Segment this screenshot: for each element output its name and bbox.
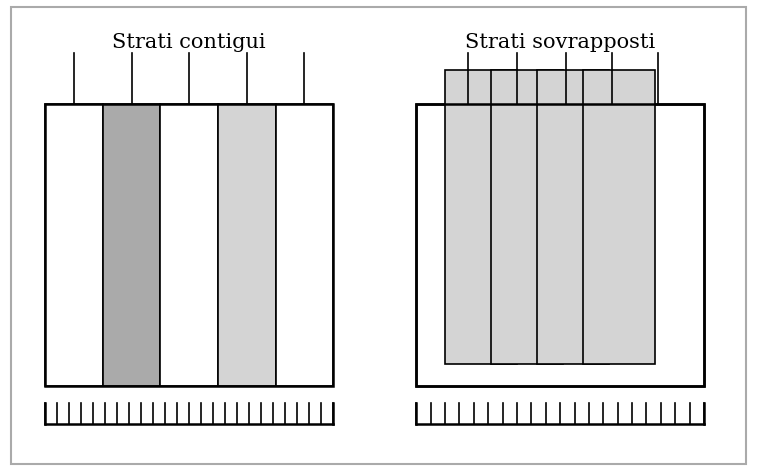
Bar xyxy=(416,104,704,386)
Bar xyxy=(445,70,517,364)
Bar xyxy=(537,70,609,364)
Text: Strati sovrapposti: Strati sovrapposti xyxy=(465,33,656,52)
Bar xyxy=(276,104,333,386)
Bar xyxy=(491,70,563,364)
Bar xyxy=(160,104,218,386)
Text: Strati contigui: Strati contigui xyxy=(113,33,266,52)
Bar xyxy=(45,104,103,386)
Bar xyxy=(45,104,333,386)
Bar xyxy=(218,104,276,386)
Bar xyxy=(583,70,655,364)
Bar xyxy=(416,104,704,386)
Bar xyxy=(103,104,160,386)
